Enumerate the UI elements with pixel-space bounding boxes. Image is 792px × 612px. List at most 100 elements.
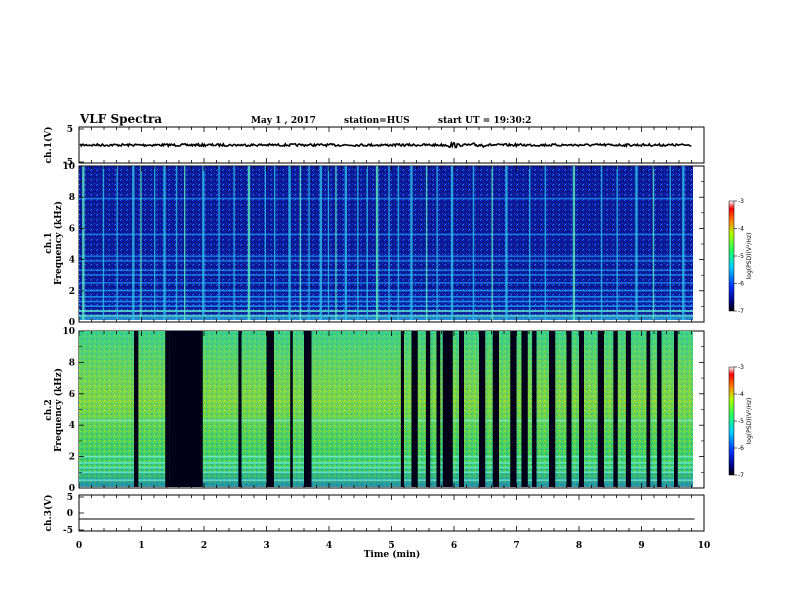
ch1-burst	[375, 166, 379, 320]
x-tick-label: 7	[513, 541, 519, 551]
y-tick-label: 6	[69, 224, 75, 234]
ch1-spectrogram-image	[79, 166, 693, 320]
colorbar-tick-label: -7	[738, 308, 744, 315]
colorbar-tick-label: -7	[738, 472, 744, 479]
ch2-quiet-interval	[646, 331, 651, 487]
ch2-quiet-interval	[266, 331, 274, 487]
ch1-burst	[274, 166, 276, 320]
x-tick-label: 2	[201, 541, 207, 551]
ch1-burst	[116, 166, 118, 320]
colorbar-tick-label: -3	[738, 364, 744, 371]
y-tick-label: -5	[63, 158, 73, 168]
ch3-waveform-panel	[78, 494, 705, 532]
ch1-burst	[102, 166, 105, 320]
ch1-burst	[472, 166, 475, 320]
ch2-quiet-interval	[613, 331, 618, 487]
date-label: May 1 , 2017	[251, 116, 316, 126]
ch2-quiet-interval	[674, 331, 678, 487]
ch2-spectral-band	[79, 466, 693, 469]
x-tick-label: 9	[638, 541, 644, 551]
y-tick-label: 10	[62, 327, 75, 337]
ch2-colorbar-label: log(PSD)(V²/Hz)	[746, 398, 753, 445]
ch1-spectral-band	[79, 260, 693, 262]
ch1-burst	[572, 166, 576, 320]
svg-text:ch.1: ch.1	[44, 232, 54, 253]
ch2-spectrogram-image	[79, 331, 693, 487]
ch1-burst	[635, 166, 638, 320]
ch1-burst	[669, 166, 672, 320]
colorbar-tick-label: -5	[738, 418, 744, 425]
ch1-burst	[288, 166, 291, 320]
ch2-quiet-interval	[238, 331, 242, 487]
y-tick-label: 5	[67, 125, 73, 135]
ch1-spectral-band	[79, 282, 693, 284]
ch1-spectral-band	[79, 305, 693, 307]
y-tick-label: 2	[69, 453, 75, 463]
ch2-spectral-band	[79, 419, 693, 422]
x-tick-label: 5	[388, 541, 394, 551]
ch1-burst	[600, 166, 603, 320]
ch1-burst	[491, 166, 493, 320]
ch1-burst	[505, 166, 508, 320]
ch1-burst	[344, 166, 348, 320]
y-tick-label: 5	[67, 493, 73, 503]
ch1-spectral-band	[79, 296, 693, 298]
ch2-quiet-interval	[459, 331, 464, 487]
y-tick-label: 2	[69, 287, 75, 297]
start-time-label: start UT = 19:30:2	[438, 116, 531, 126]
x-tick-label: 0	[76, 541, 82, 551]
x-tick-label: 8	[576, 541, 582, 551]
ch1-spectral-band	[79, 314, 693, 317]
y-tick-label: 4	[69, 421, 75, 431]
ch1-colorbar-label: log(PSD)(V²/Hz)	[746, 233, 753, 280]
ch1-burst	[450, 166, 454, 320]
ch1-burst	[154, 166, 156, 320]
ch2-spectral-band	[79, 462, 693, 464]
y-tick-label: 6	[69, 390, 75, 400]
svg-text:Frequency (kHz): Frequency (kHz)	[53, 368, 64, 452]
ch1-burst	[397, 166, 400, 320]
ch1-burst	[436, 166, 438, 320]
y-tick-label: 0	[69, 484, 75, 494]
y-tick-label: -5	[63, 526, 73, 536]
ch1-burst	[335, 166, 337, 320]
ch2-quiet-interval	[304, 331, 312, 487]
ch2-quiet-interval	[425, 331, 431, 487]
y-tick-label: 8	[69, 358, 75, 368]
ch1-burst	[357, 166, 359, 320]
colorbar-tick-label: -4	[738, 226, 744, 233]
ch2-quiet-interval	[400, 331, 404, 487]
x-tick-label: 4	[326, 541, 332, 551]
ch1-burst	[247, 166, 251, 320]
ch2-spectrogram-ylabel: ch.2 Frequency (kHz)	[44, 368, 64, 452]
ch1-burst	[233, 166, 235, 320]
svg-text:Frequency (kHz): Frequency (kHz)	[53, 201, 64, 285]
ch1-burst	[140, 166, 142, 320]
ch2-quiet-interval	[436, 331, 441, 487]
ch2-spectral-band	[79, 455, 693, 458]
figure-title: VLF Spectra	[79, 112, 162, 126]
ch1-spectral-band	[79, 274, 693, 276]
ch2-quiet-interval	[411, 331, 418, 487]
ch2-quiet-interval	[479, 331, 486, 487]
ch2-quiet-interval	[566, 331, 572, 487]
ch1-burst	[652, 166, 655, 320]
ch1-spectral-band	[79, 310, 693, 313]
ch1-burst	[82, 166, 85, 320]
ch1-burst	[529, 166, 531, 320]
ch1-spectral-band	[79, 300, 693, 303]
ch1-low-frequency-band	[79, 316, 693, 320]
ch1-spectral-band	[79, 197, 693, 200]
ch1-burst	[175, 166, 178, 320]
ch1-spectral-band	[79, 255, 693, 258]
ch1-burst	[202, 166, 205, 320]
ch1-burst	[544, 166, 547, 320]
ch2-quiet-interval	[657, 331, 662, 487]
ch2-quiet-interval	[549, 331, 556, 487]
ch1-burst	[132, 166, 135, 320]
x-axis-label: Time (min)	[364, 549, 421, 560]
ch1-burst	[319, 166, 323, 320]
ch2-quiet-interval	[579, 331, 584, 487]
